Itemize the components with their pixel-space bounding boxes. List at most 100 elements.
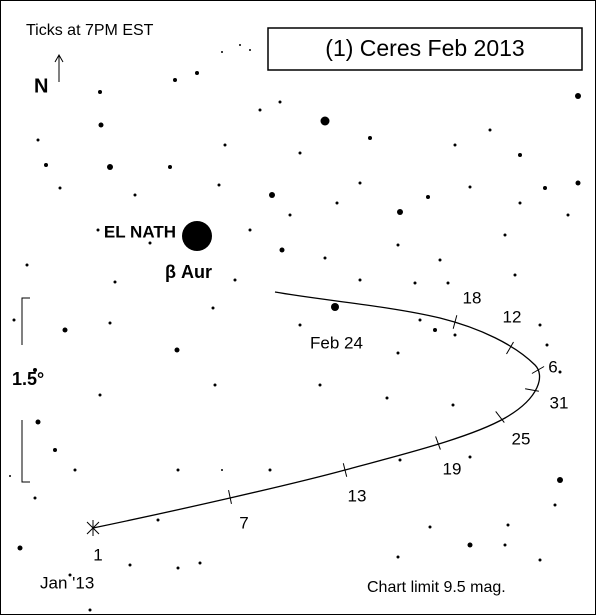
star [268,468,272,472]
star [368,136,372,140]
star [133,193,137,197]
star [279,247,285,253]
star [433,328,437,332]
path-tick [525,388,539,392]
title-box [267,27,583,71]
star [173,78,177,82]
path-tick [506,341,514,355]
star [538,323,542,327]
start-label: Jan '13 [40,573,94,592]
star [198,561,202,565]
star [68,573,72,577]
path-tick [342,463,348,477]
star [223,143,227,147]
star [323,256,327,260]
star [506,523,510,527]
star [98,90,102,94]
star [176,468,180,472]
limit-note: Chart limit 9.5 mag. [367,579,506,596]
path-tick [495,411,505,423]
star [318,383,322,387]
path-tick-label: 1 [93,545,102,564]
star [176,566,180,570]
star [467,542,473,548]
path-ticks [228,315,545,504]
star [156,518,160,522]
star [128,563,132,567]
star [566,213,570,217]
scale-label: 1.5° [12,369,44,389]
path-tick-label: 31 [550,393,569,412]
scale-bar [21,297,30,483]
star [428,525,432,529]
star [396,351,400,355]
star [396,555,400,559]
path-tick [228,490,232,504]
star [558,370,562,374]
star [397,209,403,215]
star [545,343,549,347]
star [148,241,152,245]
star [35,419,41,425]
star [98,122,104,128]
star [73,468,77,472]
star [88,608,92,612]
star [358,181,362,185]
path-tick [452,315,458,329]
ceres-path [92,291,541,529]
star [543,186,547,190]
star-field [9,44,581,612]
star [168,165,172,169]
star [518,153,522,157]
star [513,273,517,277]
tick-note: Ticks at 7PM EST [26,22,154,39]
end-label: Feb 24 [310,333,363,352]
star [320,116,330,126]
star [468,185,472,189]
star [278,100,282,104]
star [213,383,217,387]
star [385,396,389,400]
star [418,318,422,322]
star-name: EL NATH [104,222,176,241]
path-tick [435,436,441,450]
path-tick-label: 19 [443,459,462,478]
path-tick-label: 25 [512,429,531,448]
star [358,278,362,282]
star [221,469,223,471]
star [62,327,68,333]
star [503,233,507,237]
star [298,323,302,327]
star [553,503,557,507]
star [438,258,442,262]
star [446,281,450,285]
star [211,306,215,310]
star [331,303,339,311]
star [107,164,113,170]
star [538,558,542,562]
path-tick-label: 6 [548,357,557,376]
star [239,44,241,46]
star [453,333,457,337]
title: (1) Ceres Feb 2013 [325,35,524,61]
star [335,201,339,205]
start-marker [86,520,100,536]
star [413,281,417,285]
star [113,280,117,284]
star [12,318,16,322]
star-designation: β Aur [165,262,212,282]
star [25,263,29,267]
star [44,163,48,167]
star [221,51,223,53]
star [503,543,507,547]
star [269,192,275,198]
star [398,458,402,462]
star [248,228,252,232]
star [575,93,581,99]
star [426,195,430,199]
path-tick [531,366,545,374]
star [9,475,11,477]
path-tick-label: 7 [239,513,248,532]
